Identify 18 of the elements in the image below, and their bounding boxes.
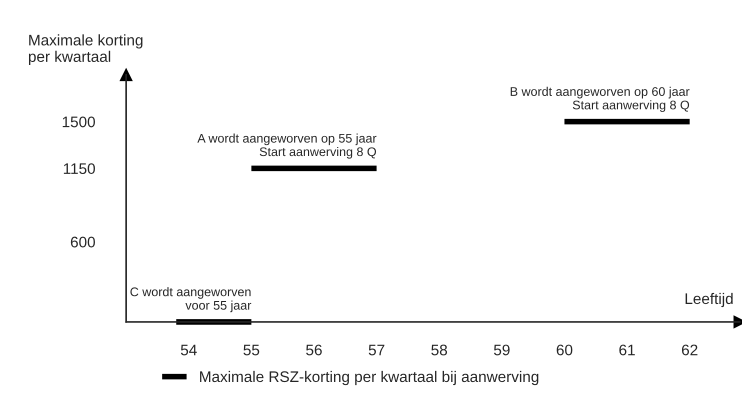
x-tick-label: 62 [682,344,698,356]
annotation: A wordt aangeworven op 55 jaar Start aanwerving 8 Q [197,134,376,159]
legend-label: Maximale RSZ-korting per kwartaal bij aanwerving [200,370,538,386]
x-tick-label: 54 [180,344,197,356]
annotation: C wordt aangeworven voor 55 jaar [130,287,252,312]
y-tick-label: 600 [70,236,95,248]
x-tick-label: 55 [243,344,260,356]
x-tick-label: 61 [619,344,635,356]
y-tick-label: 1500 [62,116,95,128]
x-tick-label: 60 [556,344,572,356]
x-tick-label: 59 [494,344,510,356]
y-axis-title: Maximale korting per kwartaal [28,34,142,66]
annotation: B wordt aangeworven op 60 jaar Start aanwerving 8 Q [510,86,690,112]
x-tick-label: 58 [431,344,448,356]
x-tick-label: 56 [306,344,322,356]
x-tick-label: 57 [368,344,384,356]
x-axis-title: Leeftijd [686,292,733,308]
y-tick-label: 1150 [64,163,95,174]
